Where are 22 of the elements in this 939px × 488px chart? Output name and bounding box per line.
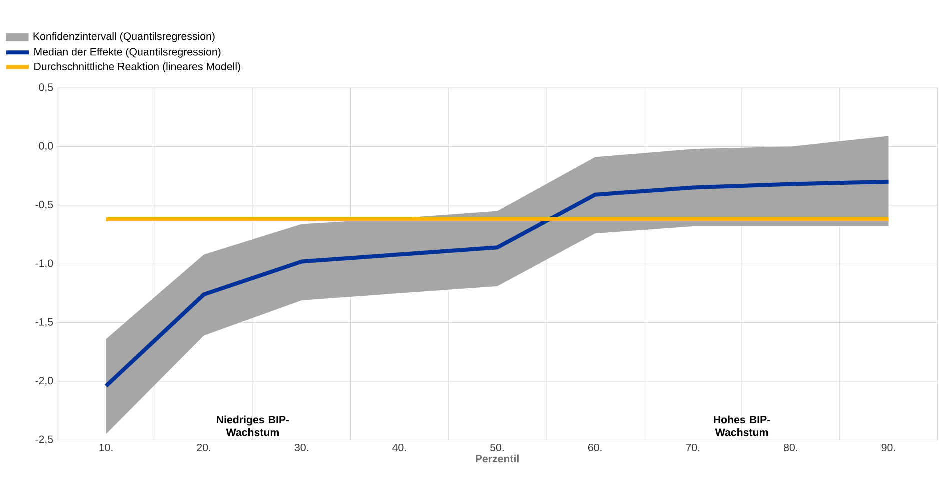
x-tick-label: 70. <box>686 444 700 452</box>
y-tick-label: 0,5 <box>39 84 54 92</box>
x-tick-label: 20. <box>197 444 210 452</box>
x-tick-label: 10. <box>100 444 113 452</box>
y-tick-label: -0,5 <box>36 200 54 210</box>
x-tick-label: 90. <box>882 444 896 452</box>
legend-label: Durchschnittliche Reaktion (lineares Modell) <box>34 62 240 72</box>
y-tick-label: -1,0 <box>36 260 54 268</box>
x-tick-label: 30. <box>294 444 308 452</box>
y-tick-label: -2,5 <box>36 436 54 444</box>
annotation: Niedriges BIP-Wachstum <box>217 416 290 436</box>
x-tick-label: 40. <box>392 444 406 452</box>
x-tick-label: 50. <box>490 444 504 452</box>
legend-label: Median der Effekte (Quantilsregression) <box>34 48 221 58</box>
text: Konfidenzintervall (Quantilsregression) <box>34 32 215 42</box>
x-tick-label: 60. <box>588 444 602 452</box>
y-tick-label: -1,5 <box>36 318 54 328</box>
annotation: Hohes BIP-Wachstum <box>714 416 770 436</box>
x-axis-title: Perzentil <box>476 454 519 463</box>
y-tick-label: 0,0 <box>39 142 54 152</box>
x-tick-label: 80. <box>784 444 798 452</box>
y-tick-label: -2,0 <box>36 377 54 386</box>
